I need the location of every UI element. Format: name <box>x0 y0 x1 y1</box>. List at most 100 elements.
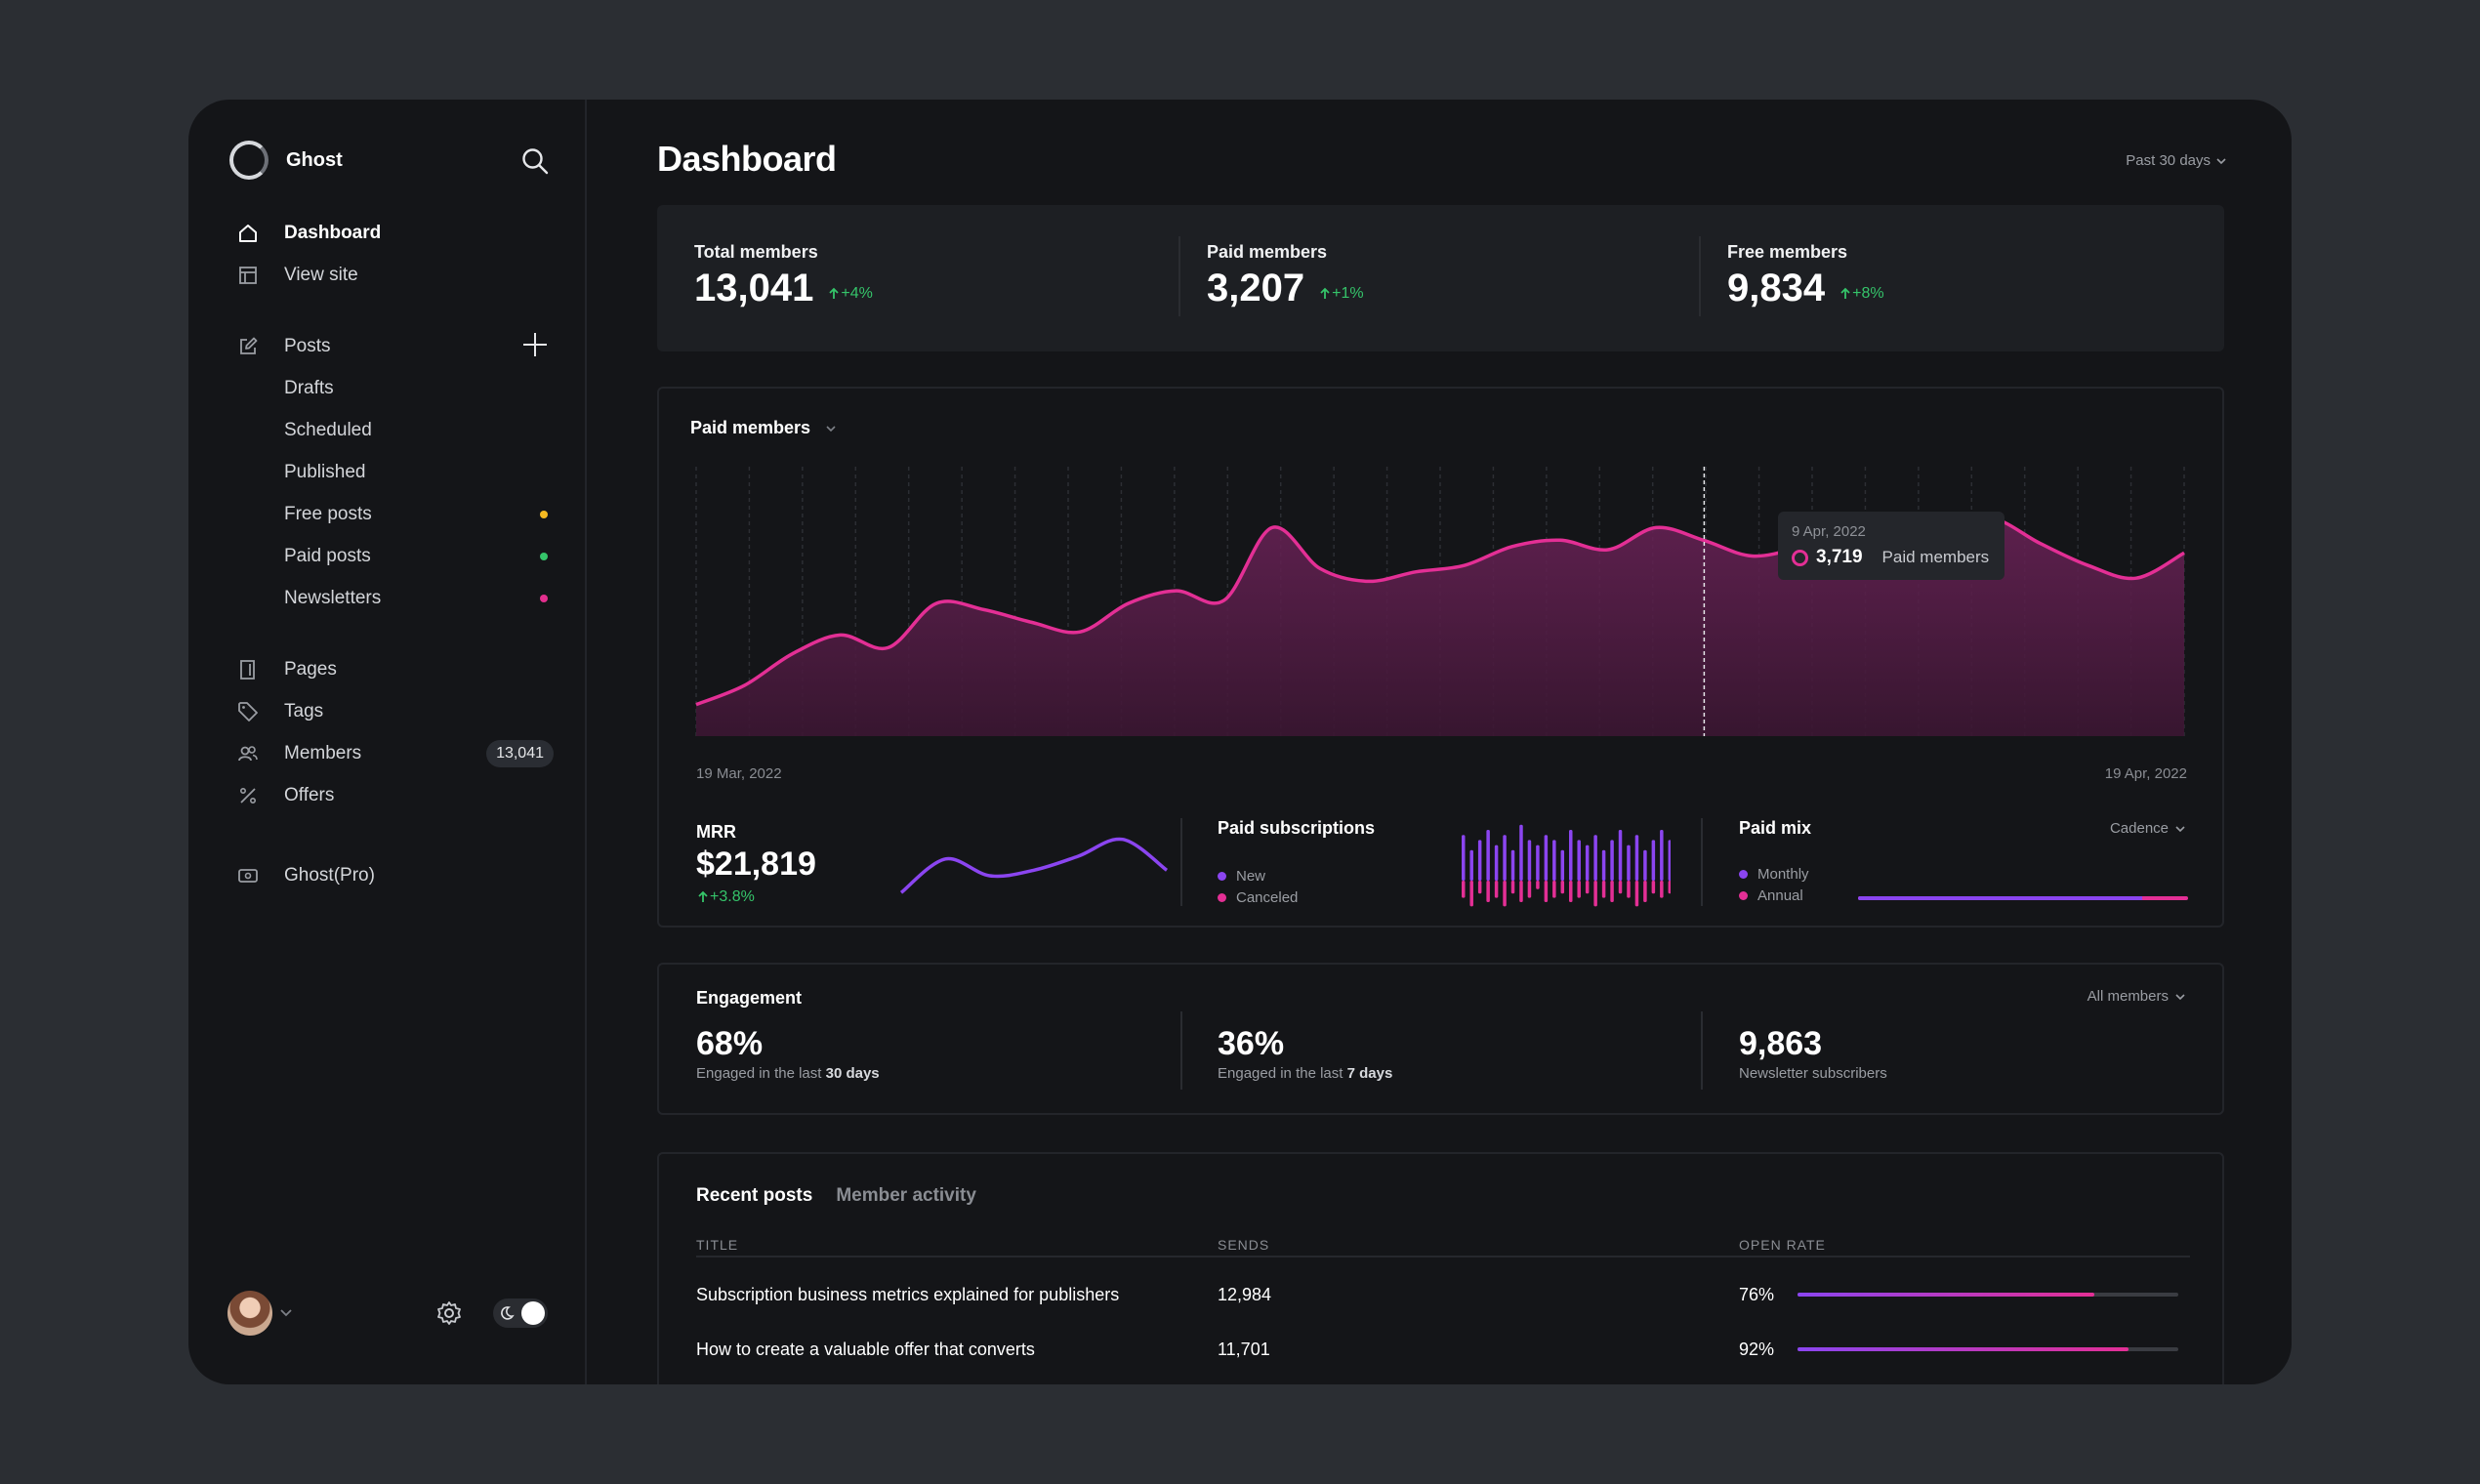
bar-new-16 <box>1593 835 1597 881</box>
search-button[interactable] <box>520 146 550 176</box>
bar-new-21 <box>1634 835 1639 881</box>
percent-icon <box>237 785 259 806</box>
sidebar-item-scheduled[interactable]: Scheduled <box>284 414 548 447</box>
bar-new-11 <box>1552 840 1556 881</box>
paid-mix-bar <box>1858 896 2188 900</box>
bar-new-2 <box>1477 840 1482 881</box>
chart-metric-select[interactable]: Paid members <box>690 418 838 438</box>
bar-canceled-18 <box>1610 881 1614 902</box>
sidebar-item-paid-posts[interactable]: Paid posts <box>284 540 548 573</box>
theme-toggle[interactable] <box>493 1298 548 1328</box>
stat-total-members[interactable]: Total members 13,041 +4% <box>694 242 873 310</box>
sidebar-item-pages[interactable]: Pages <box>237 653 550 686</box>
sidebar-item-view-site[interactable]: View site <box>237 259 550 292</box>
member-stats-card: Total members 13,041 +4% Paid members 3,… <box>657 205 2224 351</box>
sidebar-item-offers[interactable]: Offers <box>237 779 550 812</box>
legend-item-monthly: Monthly <box>1739 863 1809 885</box>
bar-canceled-13 <box>1569 881 1573 902</box>
bar-canceled-7 <box>1519 881 1523 902</box>
stat-free-members[interactable]: Free members 9,834 +8% <box>1727 242 1884 310</box>
sidebar-item-posts[interactable]: Posts <box>237 330 550 363</box>
sidebar-item-tags[interactable]: Tags <box>237 695 550 728</box>
bar-canceled-6 <box>1510 881 1515 894</box>
cadence-select[interactable]: Cadence <box>2110 820 2187 837</box>
sidebar-item-drafts[interactable]: Drafts <box>284 372 548 405</box>
bar-canceled-12 <box>1560 881 1565 894</box>
stat-value: 3,207 <box>1207 267 1305 309</box>
add-post-button[interactable] <box>522 332 548 357</box>
tab-recent-posts[interactable]: Recent posts <box>696 1185 813 1206</box>
avatar[interactable] <box>227 1291 272 1336</box>
bar-new-23 <box>1651 840 1656 881</box>
bar-new-22 <box>1643 849 1647 881</box>
search-icon <box>522 148 549 175</box>
tooltip-label: Paid members <box>1881 548 1990 566</box>
bar-new-8 <box>1527 840 1532 881</box>
post-sends: 11,701 <box>1218 1340 1270 1359</box>
sidebar-item-label: Published <box>284 462 366 482</box>
date-range-label: Past 30 days <box>2126 152 2211 169</box>
stat-paid-members[interactable]: Paid members 3,207 +1% <box>1207 242 1364 310</box>
brand[interactable]: Ghost <box>229 139 343 182</box>
sidebar-item-label: Free posts <box>284 504 372 524</box>
bar-new-14 <box>1577 840 1581 881</box>
open-rate-bar <box>1798 1347 2178 1351</box>
tag-icon <box>237 701 259 722</box>
sidebar-item-free-posts[interactable]: Free posts <box>284 498 548 531</box>
engagement-value: 68% <box>696 1025 764 1062</box>
chevron-down-icon <box>2175 825 2185 832</box>
paid-subscriptions-chart[interactable] <box>1456 818 1671 908</box>
paid-subscriptions-legend: New Canceled <box>1218 865 1298 908</box>
date-range-select[interactable]: Past 30 days <box>2126 152 2228 169</box>
sidebar-item-dashboard[interactable]: Dashboard <box>237 217 550 250</box>
sidebar-item-label: Members <box>284 743 362 763</box>
paid-posts-dot <box>540 553 548 560</box>
chevron-down-icon <box>2175 993 2185 1000</box>
chevron-down-icon <box>826 425 836 432</box>
divider <box>1180 818 1182 906</box>
bar-new-12 <box>1560 849 1565 881</box>
paid-subscriptions-label: Paid subscriptions <box>1218 818 1376 838</box>
bar-canceled-14 <box>1577 881 1581 898</box>
sidebar-item-label: Dashboard <box>284 223 382 243</box>
ghost-logo-icon <box>229 141 269 180</box>
sidebar-item-label: View site <box>284 265 358 285</box>
mrr-sparkline[interactable] <box>897 826 1171 904</box>
paid-members-chart[interactable] <box>694 467 2186 740</box>
bar-canceled-25 <box>1668 881 1671 894</box>
bar-new-17 <box>1601 849 1606 881</box>
engagement-title: Engagement <box>696 988 803 1008</box>
bar-canceled-19 <box>1618 881 1623 894</box>
pages-icon <box>237 659 259 680</box>
bar-canceled-21 <box>1634 881 1639 907</box>
engagement-caption: Engaged in the last 7 days <box>1218 1065 1393 1082</box>
post-title[interactable]: How to create a valuable offer that conv… <box>696 1340 1035 1359</box>
page-title: Dashboard <box>657 139 837 179</box>
legend-item-annual: Annual <box>1739 885 1809 906</box>
sidebar-item-published[interactable]: Published <box>284 456 548 489</box>
stat-delta: +1% <box>1318 285 1364 303</box>
sidebar-item-label: Scheduled <box>284 420 372 440</box>
newsletter-subscribers: 9,863 Newsletter subscribers <box>1739 1025 1887 1082</box>
recent-tabs: Recent posts Member activity <box>696 1185 1000 1207</box>
post-sends: 12,984 <box>1218 1285 1272 1304</box>
sidebar-item-newsletters[interactable]: Newsletters <box>284 582 548 615</box>
sidebar-footer <box>227 1289 559 1338</box>
bar-canceled-9 <box>1536 881 1540 889</box>
sidebar-item-label: Tags <box>284 701 324 721</box>
members-filter-select[interactable]: All members <box>2087 988 2187 1005</box>
arrow-up-icon <box>698 890 708 902</box>
divider <box>1701 818 1703 906</box>
tab-member-activity[interactable]: Member activity <box>836 1185 976 1206</box>
engagement-caption: Newsletter subscribers <box>1739 1065 1887 1082</box>
post-title[interactable]: Subscription business metrics explained … <box>696 1285 1120 1304</box>
sidebar-item-members[interactable]: Members 13,041 <box>237 737 554 770</box>
chevron-down-icon[interactable] <box>278 1304 294 1320</box>
gear-icon[interactable] <box>436 1300 462 1326</box>
bar-new-0 <box>1462 835 1466 881</box>
newsletters-dot <box>540 595 548 602</box>
sidebar-item-ghost-pro[interactable]: Ghost(Pro) <box>237 859 550 892</box>
stat-value: 9,834 <box>1727 267 1826 309</box>
sidebar-item-label: Posts <box>284 336 331 356</box>
members-count-badge: 13,041 <box>486 740 554 767</box>
